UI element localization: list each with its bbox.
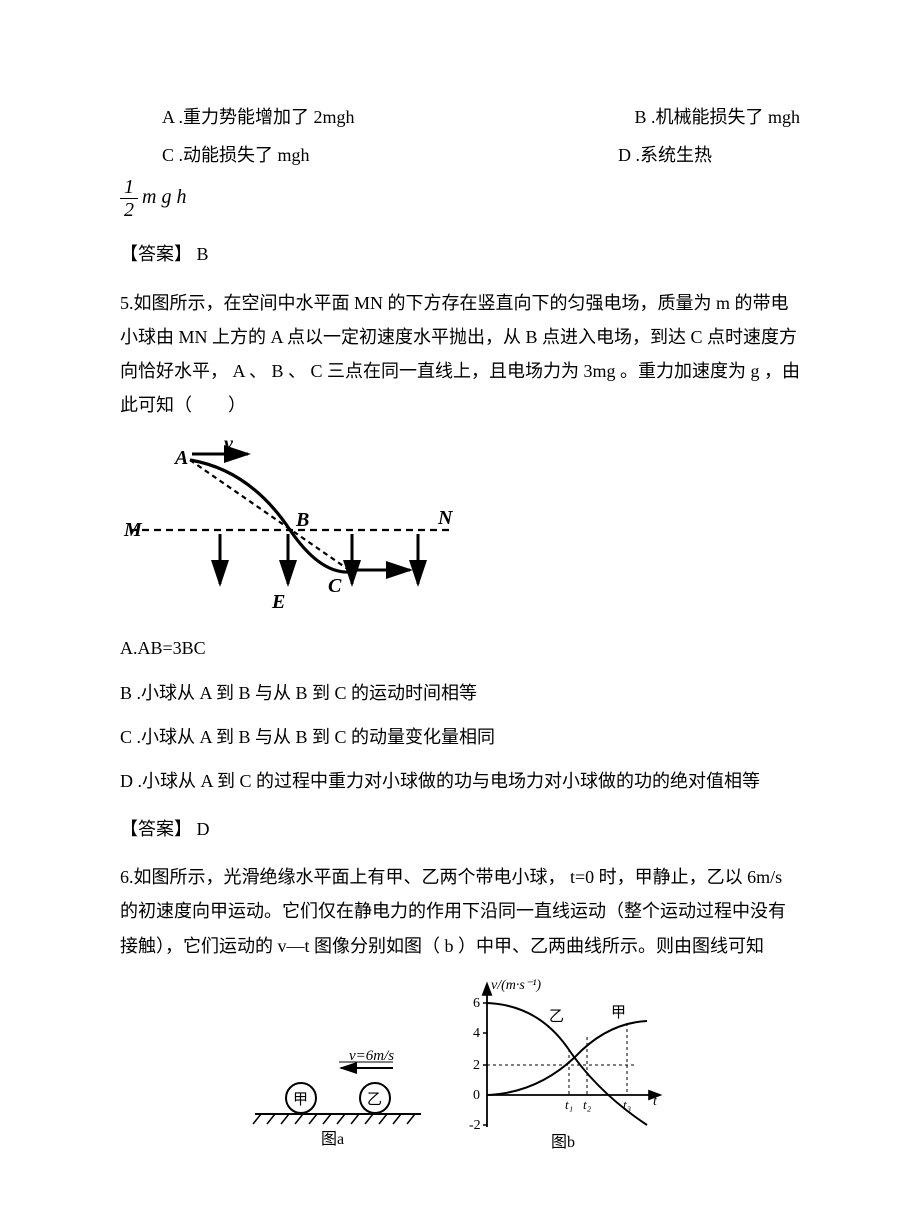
- q6-stem: 6.如图所示，光滑绝缘水平面上有甲、乙两个带电小球， t=0 时，甲静止，乙以 …: [120, 860, 800, 963]
- frac-num: 1: [120, 176, 138, 199]
- q5-option-a: A.AB=3BC: [120, 631, 800, 665]
- answer-label: 【答案】: [120, 244, 192, 264]
- fa-ball-right: 乙: [367, 1092, 382, 1108]
- q4-option-c: C .动能损失了 mgh: [162, 138, 310, 172]
- q5-option-c: C .小球从 A 到 B 与从 B 到 C 的动量变化量相同: [120, 720, 800, 754]
- q4-options-row1: A .重力势能增加了 2mgh B .机械能损失了 mgh: [120, 100, 800, 134]
- fa-ball-left: 甲: [293, 1092, 308, 1108]
- q5-option-b: B .小球从 A 到 B 与从 B 到 C 的运动时间相等: [120, 676, 800, 710]
- q5-answer: 【答案】 D: [120, 812, 800, 846]
- answer-label: 【答案】: [120, 819, 192, 839]
- fb-yi: 乙: [549, 1009, 564, 1025]
- fb-xt0: t₁: [565, 1097, 573, 1112]
- label-M: M: [123, 519, 143, 541]
- q6-figure-a: v=6m/s 甲 乙: [243, 1032, 433, 1152]
- label-v: v: [224, 436, 234, 455]
- answer-value: D: [197, 819, 210, 839]
- fb-yt0: 6: [473, 996, 480, 1011]
- answer-value: B: [197, 244, 209, 264]
- q6-figures: v=6m/s 甲 乙: [120, 977, 800, 1152]
- fb-yt2: 2: [473, 1058, 480, 1073]
- q4-options-row2: C .动能损失了 mgh D .系统生热: [120, 138, 800, 172]
- fb-xt2: t₃: [623, 1097, 631, 1112]
- label-C: C: [328, 575, 342, 597]
- page: A .重力势能增加了 2mgh B .机械能损失了 mgh C .动能损失了 m…: [0, 0, 920, 1212]
- fb-ylabel: v/(m·s⁻¹): [491, 978, 541, 993]
- q4-option-a: A .重力势能增加了 2mgh: [162, 100, 355, 134]
- fraction-half: 1 2: [120, 176, 138, 221]
- frac-tail: m g h: [142, 186, 186, 208]
- frac-den: 2: [120, 199, 138, 221]
- fb-yt1: 4: [473, 1026, 480, 1041]
- fb-xlabel: t: [653, 1094, 658, 1109]
- label-E: E: [271, 591, 285, 613]
- fb-xt1: t₂: [583, 1097, 592, 1112]
- q6-figure-b: v/(m·s⁻¹) 6 4 2 0 -2 乙 甲 t: [447, 977, 677, 1152]
- label-B: B: [295, 509, 309, 531]
- fb-yt3: 0: [473, 1088, 480, 1103]
- q4-answer: 【答案】 B: [120, 237, 800, 271]
- label-N: N: [437, 507, 454, 529]
- q4-formula: 1 2 m g h: [120, 176, 800, 221]
- q5-option-d: D .小球从 A 到 C 的过程中重力对小球做的功与电场力对小球做的功的绝对值相…: [120, 764, 800, 798]
- q4-option-b: B .机械能损失了 mgh: [634, 100, 800, 134]
- fb-jia: 甲: [611, 1005, 626, 1021]
- label-A: A: [173, 447, 188, 469]
- fb-caption: 图b: [551, 1134, 575, 1151]
- fb-yt4: -2: [469, 1118, 481, 1133]
- q4-option-d: D .系统生热: [618, 138, 800, 172]
- q5-stem: 5.如图所示，在空间中水平面 MN 的下方存在竖直向下的匀强电场，质量为 m 的…: [120, 286, 800, 423]
- q5-figure: A v M N B E C: [120, 436, 460, 621]
- fa-caption: 图a: [321, 1131, 344, 1148]
